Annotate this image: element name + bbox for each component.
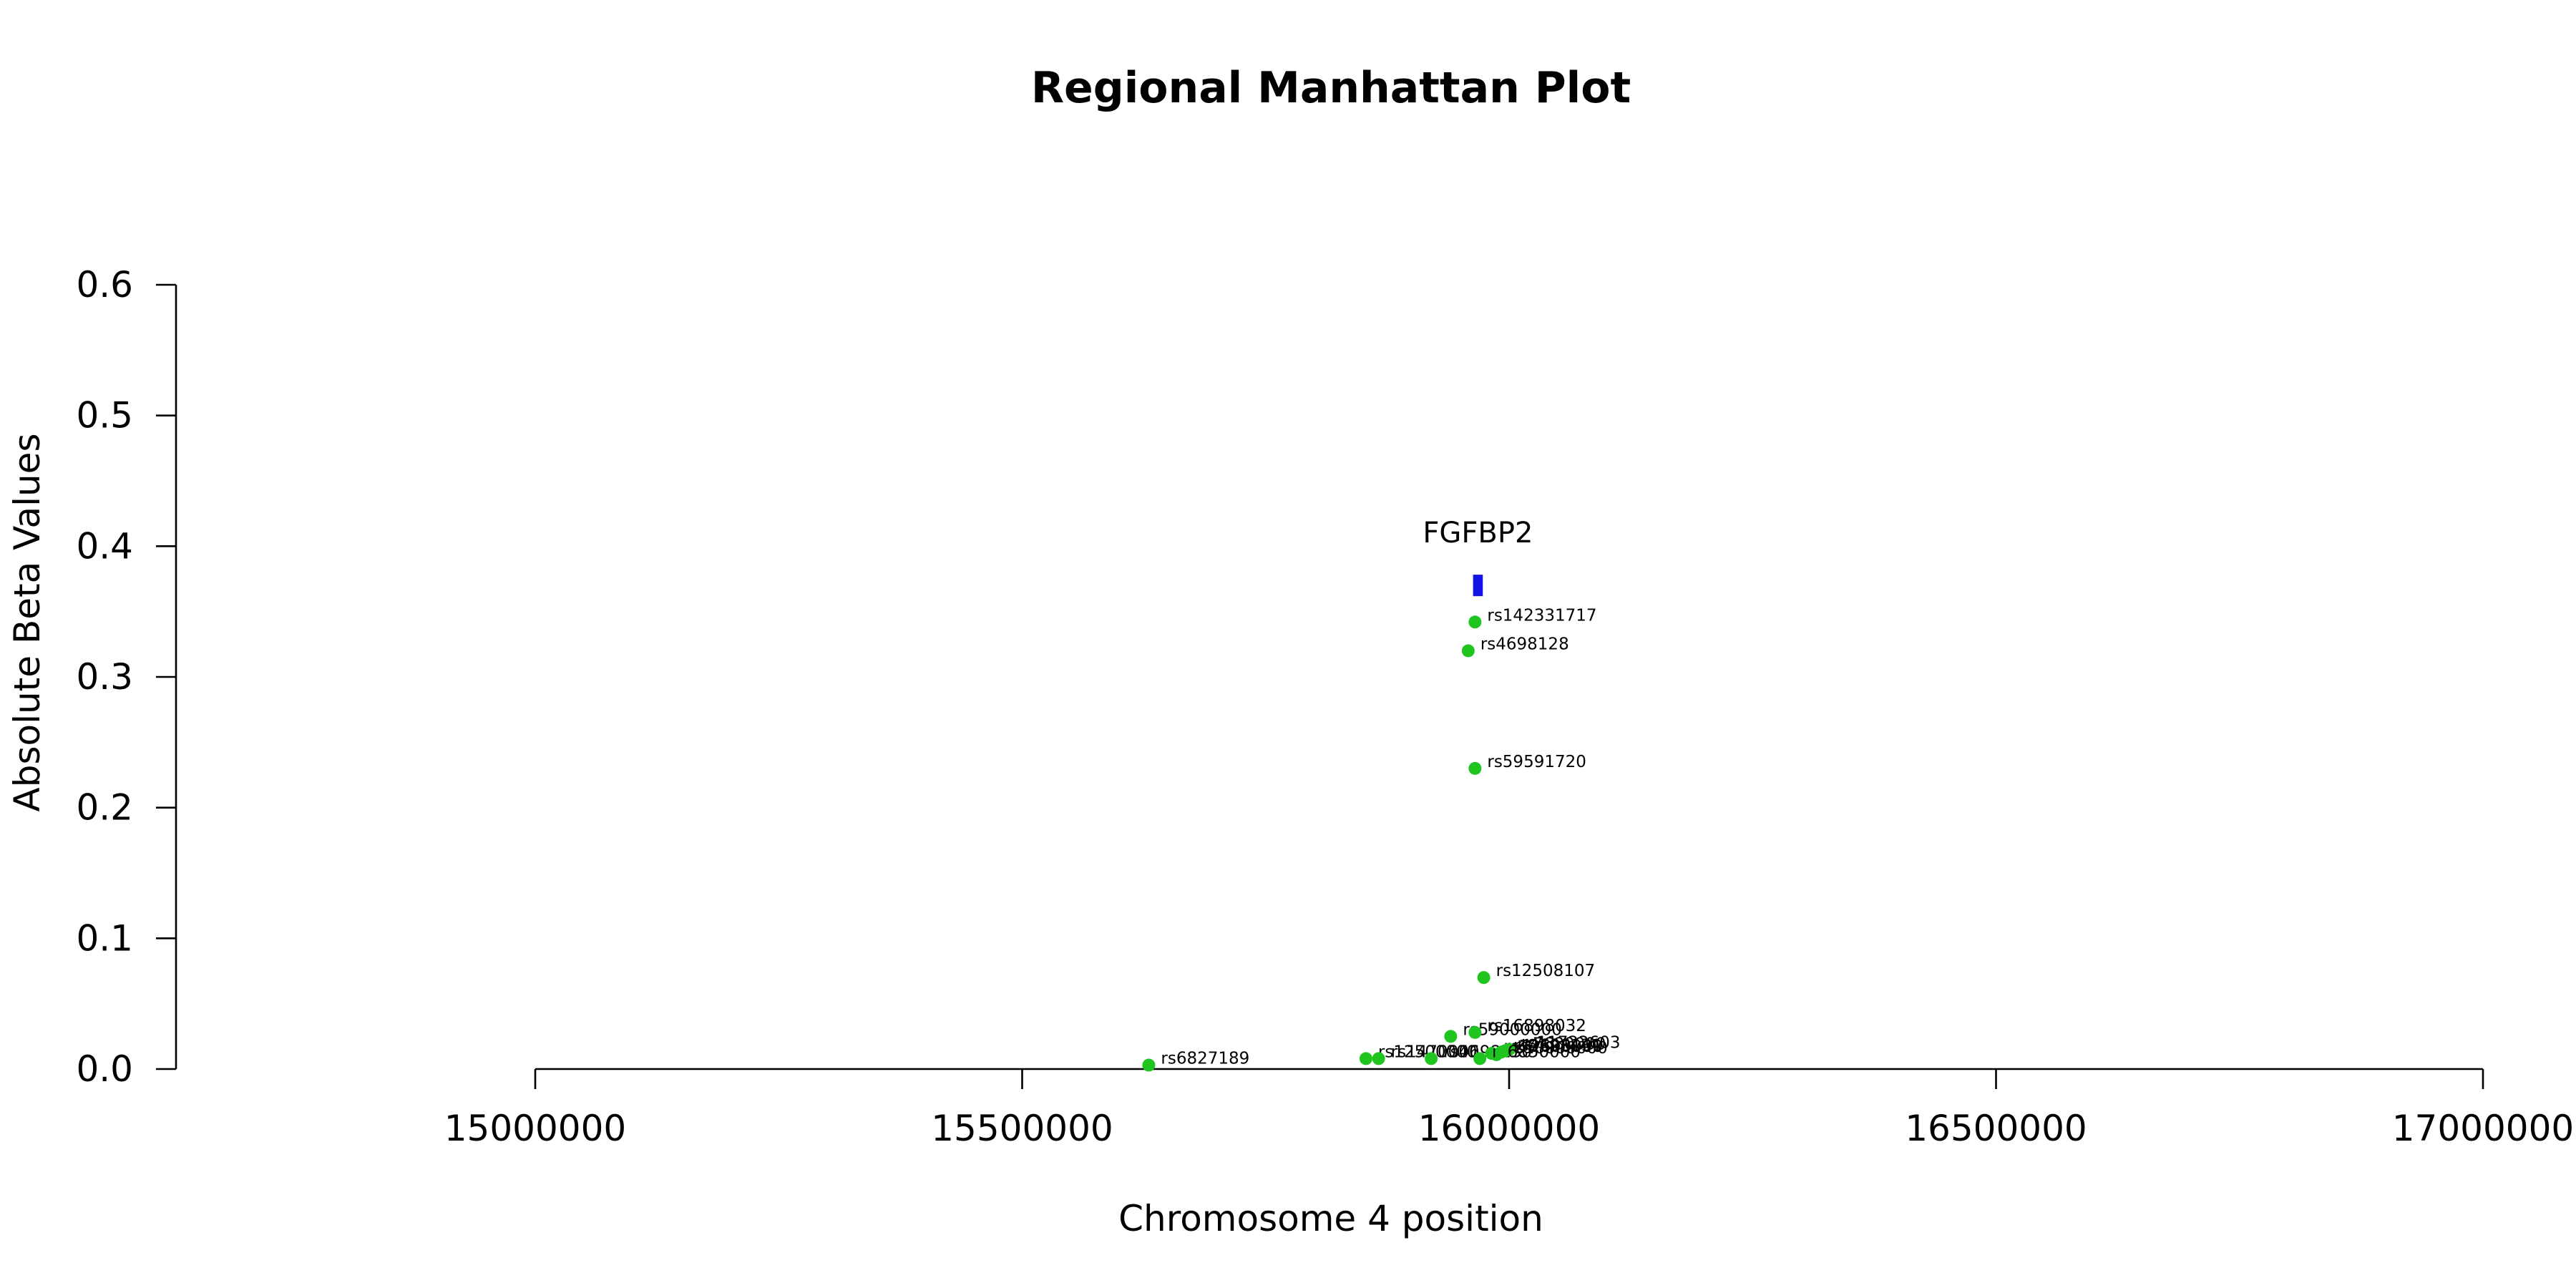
x-tick-label: 16000000 — [1418, 1108, 1601, 1149]
y-tick-label: 0.0 — [76, 1048, 133, 1090]
snp-label: rs59591720 — [1487, 753, 1586, 771]
y-tick-label: 0.4 — [76, 525, 133, 567]
snp-point — [1372, 1052, 1385, 1065]
snp-point — [1473, 1052, 1487, 1065]
snp-point — [1468, 761, 1482, 775]
snp-point — [1142, 1058, 1156, 1072]
snp-point — [1468, 1025, 1482, 1039]
snp-label: rs72600000 — [1504, 1038, 1604, 1056]
gene-label: FGFBP2 — [1423, 517, 1533, 550]
snp-point — [1461, 644, 1475, 658]
x-tick-label: 16500000 — [1905, 1108, 2087, 1149]
x-tick-label: 15500000 — [931, 1108, 1113, 1149]
snp-label: rs4698131 — [1513, 1036, 1602, 1055]
snp-label: rs6827189 — [1161, 1050, 1249, 1068]
chart-title: Regional Manhattan Plot — [1031, 63, 1631, 113]
x-axis-title: Chromosome 4 position — [1118, 1198, 1543, 1239]
snp-label: rs16898032 — [1487, 1017, 1586, 1035]
snp-label: rs10000000 — [1508, 1039, 1608, 1058]
snp-label: rs4698128 — [1480, 635, 1569, 653]
snp-label: rs12508107 — [1496, 962, 1596, 980]
snp-point — [1359, 1052, 1372, 1065]
y-tick-label: 0.5 — [76, 395, 133, 436]
x-tick-label: 15000000 — [444, 1108, 627, 1149]
axes: 0.0 0.1 0.2 0.3 0.4 0.5 0.6 15000000 15500000 160… — [76, 264, 2574, 1149]
y-tick-label: 0.2 — [76, 787, 133, 829]
snp-label: rs7680000 — [1518, 1035, 1606, 1053]
snp-point — [1468, 615, 1482, 629]
snp-point — [1425, 1052, 1438, 1065]
x-tick-label: 17000000 — [2392, 1108, 2575, 1149]
snp-label: rs142331717 — [1487, 606, 1596, 625]
y-tick-label: 0.3 — [76, 656, 133, 698]
snp-point — [1477, 971, 1491, 985]
snp-point — [1495, 1045, 1508, 1059]
gene-marker — [1473, 575, 1483, 597]
y-tick-label: 0.1 — [76, 917, 133, 959]
snp-label: rs11722603 — [1521, 1034, 1621, 1053]
data-marks: FGFBP2 rs142331717 rs4698128 rs59591720 rs12… — [1142, 517, 1621, 1072]
y-axis-title: Absolute Beta Values — [6, 434, 48, 812]
y-tick-label: 0.6 — [76, 264, 133, 306]
snp-point — [1444, 1030, 1458, 1043]
